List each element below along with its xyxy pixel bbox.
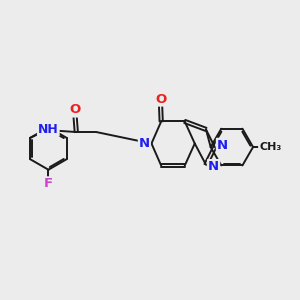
Text: F: F (44, 177, 53, 190)
Text: N: N (217, 139, 228, 152)
Text: NH: NH (38, 123, 59, 136)
Text: O: O (70, 103, 81, 116)
Text: CH₃: CH₃ (259, 142, 281, 152)
Text: N: N (208, 160, 219, 173)
Text: O: O (155, 93, 166, 106)
Text: N: N (139, 137, 150, 150)
